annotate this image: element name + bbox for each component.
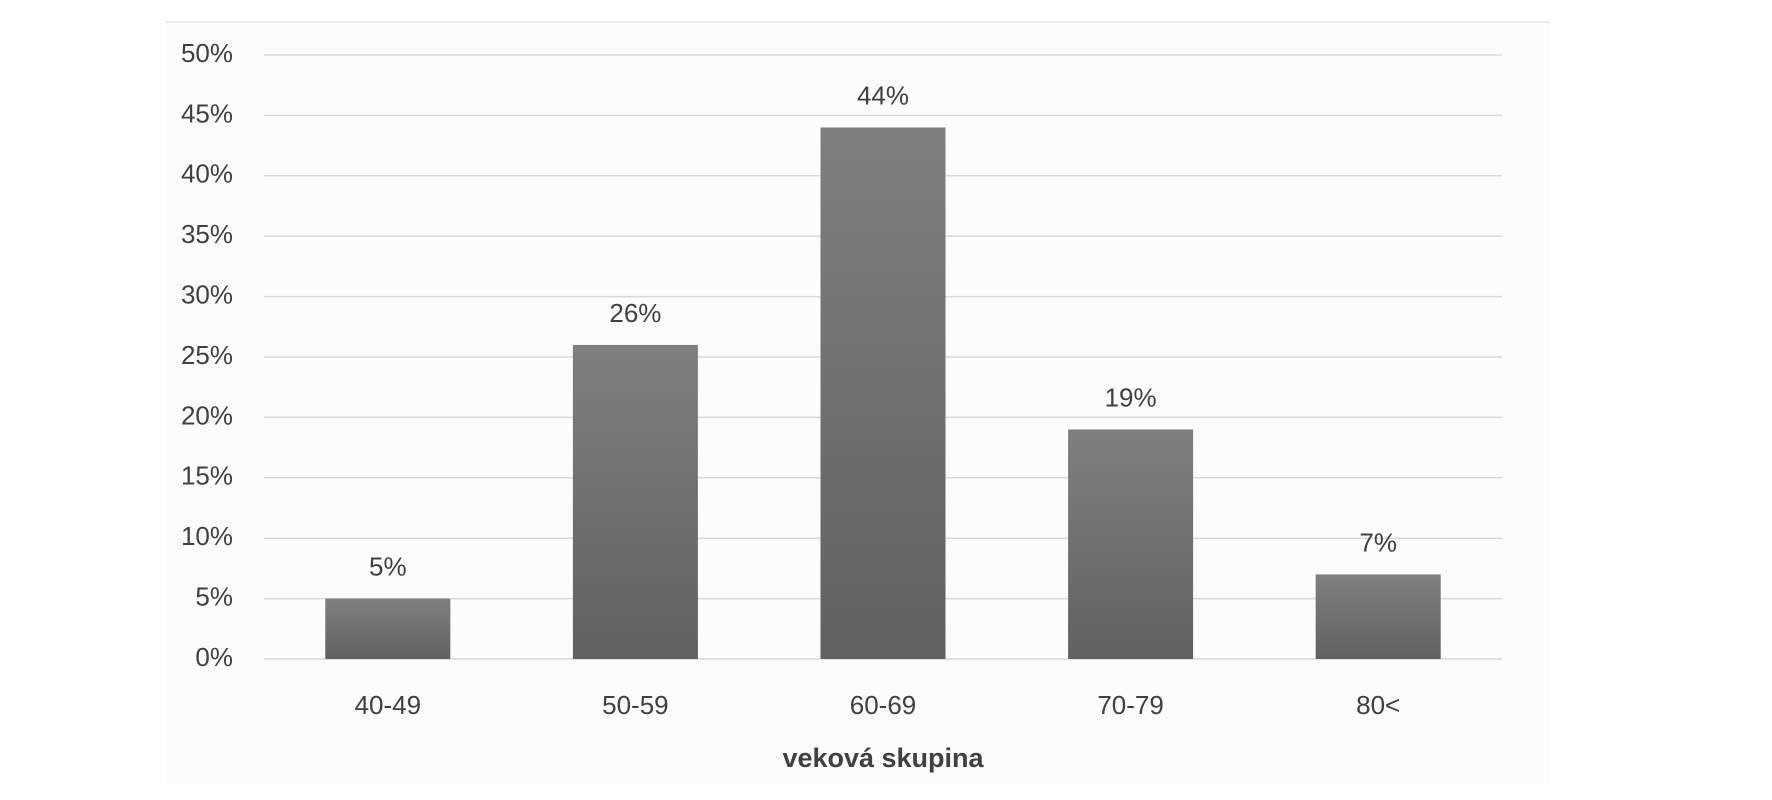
value-label: 44% xyxy=(857,80,909,110)
y-tick-label: 20% xyxy=(181,400,233,430)
value-label: 7% xyxy=(1359,527,1397,557)
value-label: 26% xyxy=(609,298,661,328)
x-tick-label: 60-69 xyxy=(850,690,917,720)
y-tick-label: 40% xyxy=(181,159,233,189)
y-tick-label: 0% xyxy=(195,642,233,672)
bar-shade xyxy=(572,344,698,659)
y-tick-label: 10% xyxy=(181,521,233,551)
bar-shade xyxy=(1068,429,1194,659)
y-tick-label: 30% xyxy=(181,279,233,309)
x-tick-label: 40-49 xyxy=(355,690,422,720)
y-tick-label: 35% xyxy=(181,219,233,249)
x-tick-label: 70-79 xyxy=(1097,690,1164,720)
x-tick-label: 80< xyxy=(1356,690,1400,720)
x-axis-title: veková skupina xyxy=(782,743,984,773)
y-tick-label: 5% xyxy=(195,581,233,611)
bar-shade xyxy=(1315,574,1441,659)
y-tick-label: 15% xyxy=(181,461,233,491)
y-tick-label: 25% xyxy=(181,340,233,370)
bar-shade xyxy=(820,127,946,660)
value-label: 19% xyxy=(1105,382,1157,412)
value-label: 5% xyxy=(369,551,407,581)
bar-shade xyxy=(325,598,451,659)
y-tick-label: 50% xyxy=(181,38,233,68)
x-tick-label: 50-59 xyxy=(602,690,669,720)
y-tick-label: 45% xyxy=(181,98,233,128)
